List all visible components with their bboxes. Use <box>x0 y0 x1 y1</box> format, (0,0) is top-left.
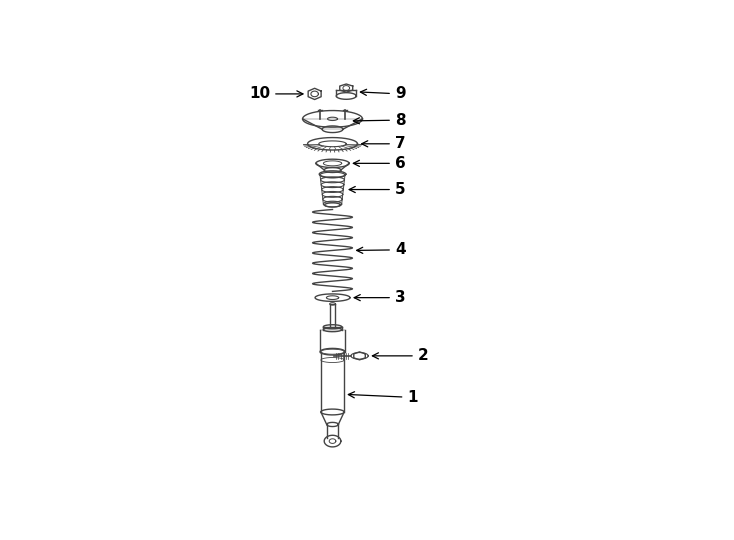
Text: 5: 5 <box>349 182 405 197</box>
Text: 1: 1 <box>349 390 418 405</box>
Text: 10: 10 <box>249 86 303 102</box>
Text: 4: 4 <box>357 242 405 258</box>
Text: 7: 7 <box>362 136 405 151</box>
Text: 6: 6 <box>353 156 406 171</box>
Text: 2: 2 <box>372 348 429 363</box>
Text: 3: 3 <box>355 290 405 305</box>
Text: 8: 8 <box>353 113 405 127</box>
Text: 9: 9 <box>360 86 405 102</box>
